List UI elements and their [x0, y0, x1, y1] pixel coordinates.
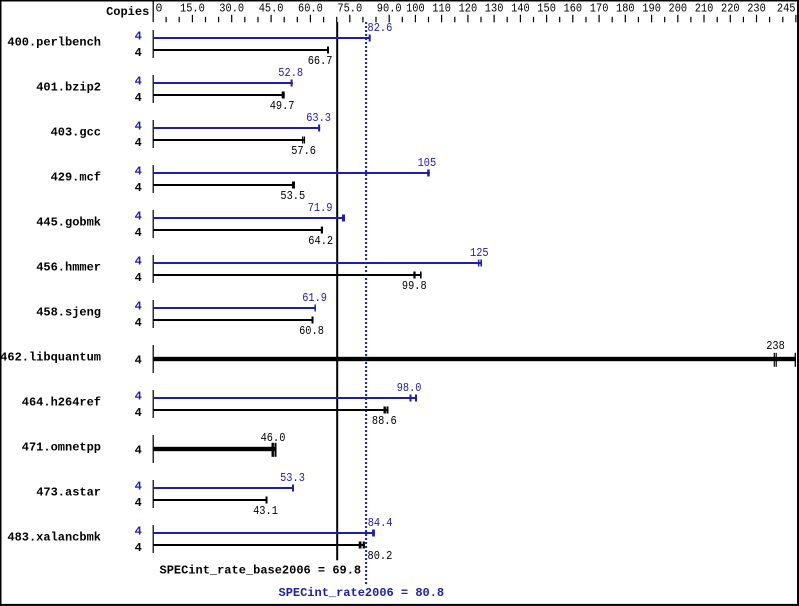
svg-text:238: 238: [766, 340, 785, 353]
svg-text:464.h264ref: 464.h264ref: [22, 395, 101, 409]
svg-text:170: 170: [590, 2, 609, 15]
svg-text:4: 4: [135, 136, 142, 150]
svg-text:150: 150: [537, 2, 556, 15]
svg-text:210: 210: [695, 2, 714, 15]
svg-text:4: 4: [135, 181, 142, 195]
svg-text:99.8: 99.8: [402, 280, 427, 293]
svg-text:98.0: 98.0: [397, 382, 422, 395]
svg-text:45.0: 45.0: [259, 2, 284, 15]
svg-text:61.9: 61.9: [302, 292, 327, 305]
svg-text:401.bzip2: 401.bzip2: [36, 80, 101, 94]
svg-text:220: 220: [721, 2, 740, 15]
svg-text:456.hmmer: 456.hmmer: [36, 260, 101, 274]
svg-text:120: 120: [459, 2, 478, 15]
svg-text:445.gobmk: 445.gobmk: [36, 215, 101, 229]
svg-text:4: 4: [135, 30, 142, 44]
svg-text:66.7: 66.7: [308, 55, 333, 68]
svg-text:483.xalancbmk: 483.xalancbmk: [7, 530, 101, 544]
svg-text:SPECint_rate_base2006 = 69.8: SPECint_rate_base2006 = 69.8: [160, 564, 362, 578]
svg-text:4: 4: [135, 46, 142, 60]
svg-text:473.astar: 473.astar: [36, 485, 101, 499]
svg-text:4: 4: [135, 480, 142, 494]
svg-text:4: 4: [135, 210, 142, 224]
svg-text:80.2: 80.2: [368, 550, 393, 563]
svg-text:4: 4: [135, 496, 142, 510]
svg-text:4: 4: [135, 525, 142, 539]
svg-text:60.0: 60.0: [298, 2, 323, 15]
svg-text:43.1: 43.1: [253, 505, 278, 518]
svg-text:4: 4: [135, 255, 142, 269]
svg-text:200: 200: [669, 2, 688, 15]
svg-text:4: 4: [135, 75, 142, 89]
svg-text:63.3: 63.3: [306, 112, 331, 125]
svg-text:46.0: 46.0: [261, 432, 286, 445]
svg-text:429.mcf: 429.mcf: [51, 170, 101, 184]
svg-text:140: 140: [511, 2, 530, 15]
svg-text:75.0: 75.0: [337, 2, 362, 15]
svg-text:4: 4: [135, 316, 142, 330]
svg-text:4: 4: [135, 541, 142, 555]
svg-text:125: 125: [470, 247, 489, 260]
svg-text:403.gcc: 403.gcc: [51, 125, 101, 139]
svg-text:84.4: 84.4: [368, 517, 393, 530]
svg-text:Copies: Copies: [106, 5, 149, 19]
svg-text:4: 4: [135, 444, 142, 458]
svg-text:180: 180: [616, 2, 635, 15]
svg-text:0: 0: [156, 2, 163, 15]
svg-text:160: 160: [564, 2, 583, 15]
svg-text:4: 4: [135, 271, 142, 285]
svg-text:245: 245: [777, 2, 796, 15]
svg-text:53.3: 53.3: [280, 472, 305, 485]
svg-text:471.omnetpp: 471.omnetpp: [22, 440, 101, 454]
svg-text:4: 4: [135, 390, 142, 404]
svg-text:49.7: 49.7: [270, 100, 295, 113]
svg-text:SPECint_rate2006 = 80.8: SPECint_rate2006 = 80.8: [279, 586, 445, 600]
svg-text:30.0: 30.0: [219, 2, 244, 15]
svg-text:52.8: 52.8: [278, 67, 303, 80]
svg-text:64.2: 64.2: [308, 235, 333, 248]
svg-text:190: 190: [642, 2, 661, 15]
svg-text:4: 4: [135, 300, 142, 314]
svg-text:130: 130: [485, 2, 504, 15]
svg-text:88.6: 88.6: [372, 415, 397, 428]
svg-text:71.9: 71.9: [308, 202, 333, 215]
svg-text:60.8: 60.8: [299, 325, 324, 338]
svg-text:4: 4: [135, 226, 142, 240]
svg-text:57.6: 57.6: [291, 145, 316, 158]
svg-text:4: 4: [135, 354, 142, 368]
svg-text:400.perlbench: 400.perlbench: [7, 35, 101, 49]
svg-text:100: 100: [406, 2, 425, 15]
svg-text:105: 105: [418, 157, 437, 170]
svg-text:110: 110: [432, 2, 451, 15]
svg-text:462.libquantum: 462.libquantum: [0, 350, 101, 364]
svg-text:4: 4: [135, 406, 142, 420]
svg-text:82.6: 82.6: [368, 22, 393, 35]
svg-text:458.sjeng: 458.sjeng: [36, 305, 101, 319]
svg-text:4: 4: [135, 120, 142, 134]
svg-text:53.5: 53.5: [280, 190, 305, 203]
svg-text:90.0: 90.0: [377, 2, 402, 15]
svg-text:15.0: 15.0: [180, 2, 205, 15]
svg-text:230: 230: [747, 2, 766, 15]
svg-text:4: 4: [135, 91, 142, 105]
svg-text:4: 4: [135, 165, 142, 179]
